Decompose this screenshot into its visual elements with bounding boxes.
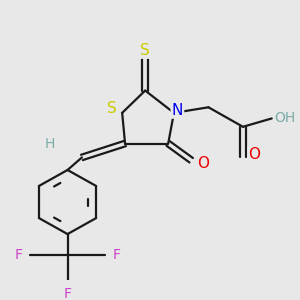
Text: S: S [140,43,150,58]
Text: F: F [64,287,71,300]
Text: N: N [172,103,183,118]
Text: H: H [45,136,56,151]
Text: F: F [112,248,120,262]
Text: O: O [248,147,260,162]
Text: O: O [197,155,209,170]
Text: F: F [15,248,22,262]
Text: S: S [107,101,117,116]
Text: OH: OH [274,111,296,125]
